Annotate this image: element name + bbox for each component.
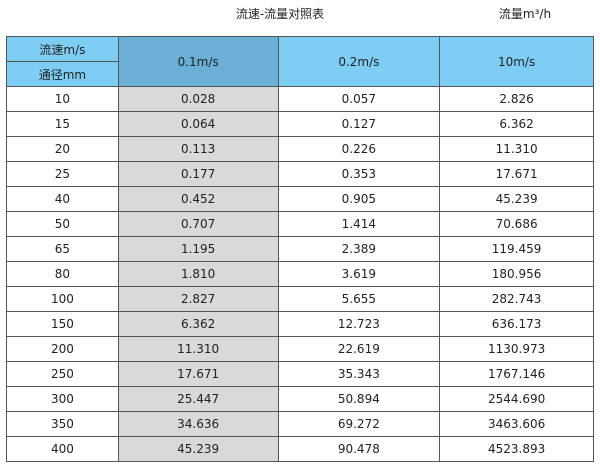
diameter-cell: 200 (6, 336, 119, 362)
column-header: 0.1m/s (117, 36, 279, 87)
flow-cell: 22.619 (277, 336, 441, 362)
table-row: 10 0.028 0.057 2.826 (6, 86, 594, 112)
diameter-cell: 350 (6, 411, 119, 437)
flow-cell: 0.064 (117, 111, 279, 137)
column-header: 10m/s (439, 36, 594, 87)
flow-cell: 1767.146 (439, 361, 594, 387)
diameter-cell: 10 (6, 86, 119, 112)
table-row: 350 34.636 69.272 3463.606 (6, 411, 594, 437)
flow-cell: 11.310 (439, 136, 594, 162)
flow-cell: 0.028 (117, 86, 279, 112)
flow-cell: 0.707 (117, 211, 279, 237)
flow-cell: 25.447 (117, 386, 279, 412)
flow-cell: 2544.690 (439, 386, 594, 412)
table-row: 50 0.707 1.414 70.686 (6, 211, 594, 237)
diameter-cell: 65 (6, 236, 119, 262)
flow-table: 流速m/s 0.1m/s 0.2m/s 10m/s 通径mm 10 0.028 0.… (6, 36, 594, 462)
flow-cell: 6.362 (439, 111, 594, 137)
table-row: 80 1.810 3.619 180.956 (6, 261, 594, 287)
flow-cell: 1130.973 (439, 336, 594, 362)
diameter-cell: 40 (6, 186, 119, 212)
flow-cell: 69.272 (277, 411, 441, 437)
flow-cell: 0.226 (277, 136, 441, 162)
flow-cell: 180.956 (439, 261, 594, 287)
flow-cell: 17.671 (439, 161, 594, 187)
column-header: 0.2m/s (277, 36, 441, 87)
diameter-cell: 25 (6, 161, 119, 187)
table-row: 40 0.452 0.905 45.239 (6, 186, 594, 212)
flow-cell: 0.177 (117, 161, 279, 187)
diameter-cell: 250 (6, 361, 119, 387)
flow-cell: 2.826 (439, 86, 594, 112)
unit-label: 流量m³/h (498, 7, 552, 21)
flow-cell: 6.362 (117, 311, 279, 337)
diameter-cell: 50 (6, 211, 119, 237)
diameter-header: 通径mm (6, 61, 119, 87)
flow-cell: 12.723 (277, 311, 441, 337)
flow-cell: 119.459 (439, 236, 594, 262)
table-row: 15 0.064 0.127 6.362 (6, 111, 594, 137)
flow-cell: 3463.606 (439, 411, 594, 437)
flow-cell: 2.827 (117, 286, 279, 312)
flow-cell: 636.173 (439, 311, 594, 337)
flow-cell: 90.478 (277, 436, 441, 462)
flow-cell: 3.619 (277, 261, 441, 287)
table-row: 400 45.239 90.478 4523.893 (6, 436, 594, 462)
table-row: 25 0.177 0.353 17.671 (6, 161, 594, 187)
table-title: 流速-流量对照表 (235, 7, 325, 21)
flow-cell: 1.195 (117, 236, 279, 262)
flow-cell: 34.636 (117, 411, 279, 437)
flow-cell: 17.671 (117, 361, 279, 387)
flow-cell: 2.389 (277, 236, 441, 262)
table-row: 200 11.310 22.619 1130.973 (6, 336, 594, 362)
diameter-cell: 80 (6, 261, 119, 287)
flow-cell: 70.686 (439, 211, 594, 237)
table-row: 150 6.362 12.723 636.173 (6, 311, 594, 337)
flow-cell: 11.310 (117, 336, 279, 362)
flow-cell: 0.905 (277, 186, 441, 212)
flow-cell: 0.113 (117, 136, 279, 162)
diameter-cell: 400 (6, 436, 119, 462)
diameter-cell: 300 (6, 386, 119, 412)
table-row: 300 25.447 50.894 2544.690 (6, 386, 594, 412)
flow-cell: 1.810 (117, 261, 279, 287)
flow-cell: 0.057 (277, 86, 441, 112)
table-row: 250 17.671 35.343 1767.146 (6, 361, 594, 387)
table-row: 65 1.195 2.389 119.459 (6, 236, 594, 262)
flow-cell: 0.127 (277, 111, 441, 137)
table-row: 100 2.827 5.655 282.743 (6, 286, 594, 312)
flow-cell: 35.343 (277, 361, 441, 387)
flow-cell: 45.239 (117, 436, 279, 462)
flow-cell: 5.655 (277, 286, 441, 312)
diameter-cell: 15 (6, 111, 119, 137)
diameter-cell: 150 (6, 311, 119, 337)
flow-cell: 50.894 (277, 386, 441, 412)
flow-cell: 0.353 (277, 161, 441, 187)
flow-cell: 4523.893 (439, 436, 594, 462)
flow-cell: 45.239 (439, 186, 594, 212)
flow-cell: 1.414 (277, 211, 441, 237)
table-row: 20 0.113 0.226 11.310 (6, 136, 594, 162)
velocity-header: 流速m/s (6, 36, 119, 62)
diameter-cell: 20 (6, 136, 119, 162)
flow-cell: 0.452 (117, 186, 279, 212)
flow-cell: 282.743 (439, 286, 594, 312)
diameter-cell: 100 (6, 286, 119, 312)
